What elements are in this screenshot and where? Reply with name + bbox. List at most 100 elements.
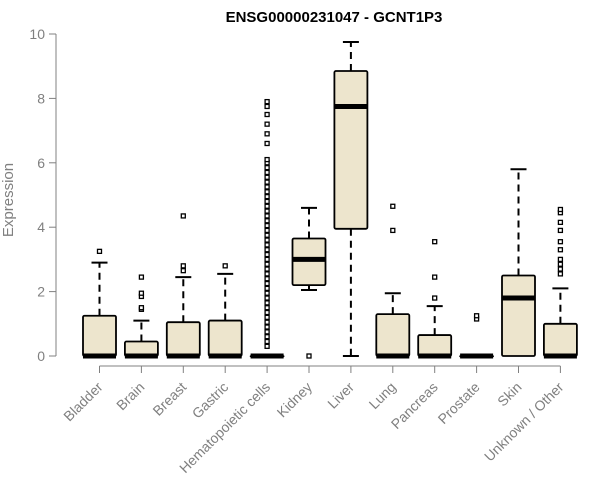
x-tick-label: Unknown / Other (481, 379, 567, 465)
outlier-point (264, 208, 270, 214)
outlier-point (264, 324, 270, 330)
outlier-point (264, 111, 270, 118)
outlier-point (264, 237, 270, 243)
outlier-point (264, 319, 270, 325)
outlier-point (264, 184, 270, 190)
outlier-point (264, 140, 270, 147)
box-kidney (291, 206, 327, 359)
outlier-point (180, 263, 186, 269)
outlier-point (557, 219, 564, 226)
outlier-point (264, 218, 270, 224)
box-iqr (165, 321, 201, 357)
outlier-point (473, 313, 480, 319)
outlier-point (264, 193, 270, 200)
outlier-point (222, 263, 228, 269)
y-axis-label: Expression (0, 163, 17, 237)
y-axis: 0 2 4 6 8 10 (29, 26, 57, 364)
y-tick-label: 8 (37, 90, 45, 106)
outlier-point (264, 343, 270, 349)
outlier-point (264, 213, 270, 219)
box-iqr (333, 70, 369, 230)
outlier-point (264, 203, 270, 209)
outlier-point (264, 156, 270, 163)
box-iqr (207, 319, 243, 357)
outlier-point (557, 239, 564, 245)
outlier-point (264, 280, 270, 287)
x-tick-label: Liver (324, 379, 357, 412)
x-tick-label: Brain (113, 379, 147, 413)
outlier-point (264, 164, 270, 171)
y-tick-label: 10 (29, 26, 45, 42)
outlier-point (264, 169, 270, 176)
outlier-point (264, 329, 270, 335)
x-tick-label: Kidney (274, 379, 316, 421)
outlier-point (264, 300, 270, 306)
outlier-point (180, 213, 186, 219)
box-brain (124, 274, 159, 359)
outlier-point (264, 295, 270, 301)
box-iqr (543, 322, 578, 357)
x-tick-label: Breast (149, 379, 189, 419)
x-tick-label: Prostate (435, 379, 483, 427)
x-tick-label: Bladder (60, 379, 106, 425)
box-skin (501, 168, 536, 357)
outlier-point (264, 271, 270, 277)
outlier-point (264, 121, 270, 127)
box-iqr (375, 313, 411, 357)
outlier-point (557, 256, 564, 263)
outlier-point (264, 334, 270, 340)
outlier-point (264, 222, 270, 229)
outlier-point (306, 353, 312, 359)
outlier-point (138, 290, 145, 296)
chart-title: ENSG00000231047 - GCNT1P3 (226, 9, 443, 26)
outlier-point (557, 271, 564, 277)
box-bladder (82, 248, 117, 359)
box-liver (333, 41, 369, 357)
outlier-point (264, 179, 270, 185)
outlier-point (264, 261, 270, 267)
outlier-point (264, 103, 270, 110)
y-tick-label: 0 (37, 348, 45, 364)
y-tick-label: 6 (37, 155, 45, 171)
outlier-point (264, 314, 270, 321)
outlier-point (390, 227, 396, 234)
outlier-point (557, 261, 564, 267)
outlier-point (557, 206, 564, 213)
outlier-point (264, 232, 270, 238)
outlier-point (264, 251, 270, 258)
outlier-point (264, 227, 270, 234)
outlier-point (264, 305, 270, 311)
x-tick-label: Lung (366, 379, 399, 412)
outlier-point (264, 189, 270, 195)
outlier-point (264, 198, 270, 205)
box-gastric (207, 263, 243, 359)
outlier-point (264, 131, 270, 137)
outlier-point (432, 239, 438, 245)
outlier-point (432, 295, 438, 301)
outlier-point (432, 274, 438, 280)
box-lung (375, 203, 411, 359)
outlier-point (264, 309, 270, 316)
outlier-point (264, 276, 270, 282)
x-tick-label: Pancreas (388, 379, 441, 432)
y-tick-label: 4 (37, 219, 45, 235)
outlier-point (264, 285, 270, 292)
outlier-point (264, 242, 270, 248)
outlier-point (264, 338, 270, 345)
outlier-point (264, 98, 270, 105)
outlier-point (96, 248, 103, 255)
outlier-point (138, 305, 145, 311)
outlier-point (264, 174, 270, 180)
outlier-point (180, 268, 186, 274)
outlier-point (557, 247, 564, 253)
box-hematopoietic-cells (249, 98, 285, 359)
outlier-point (557, 266, 564, 272)
outlier-point (138, 274, 145, 280)
outlier-point (264, 266, 270, 272)
box-iqr (82, 314, 117, 357)
box-prostate (459, 313, 495, 359)
box-iqr (501, 274, 536, 357)
